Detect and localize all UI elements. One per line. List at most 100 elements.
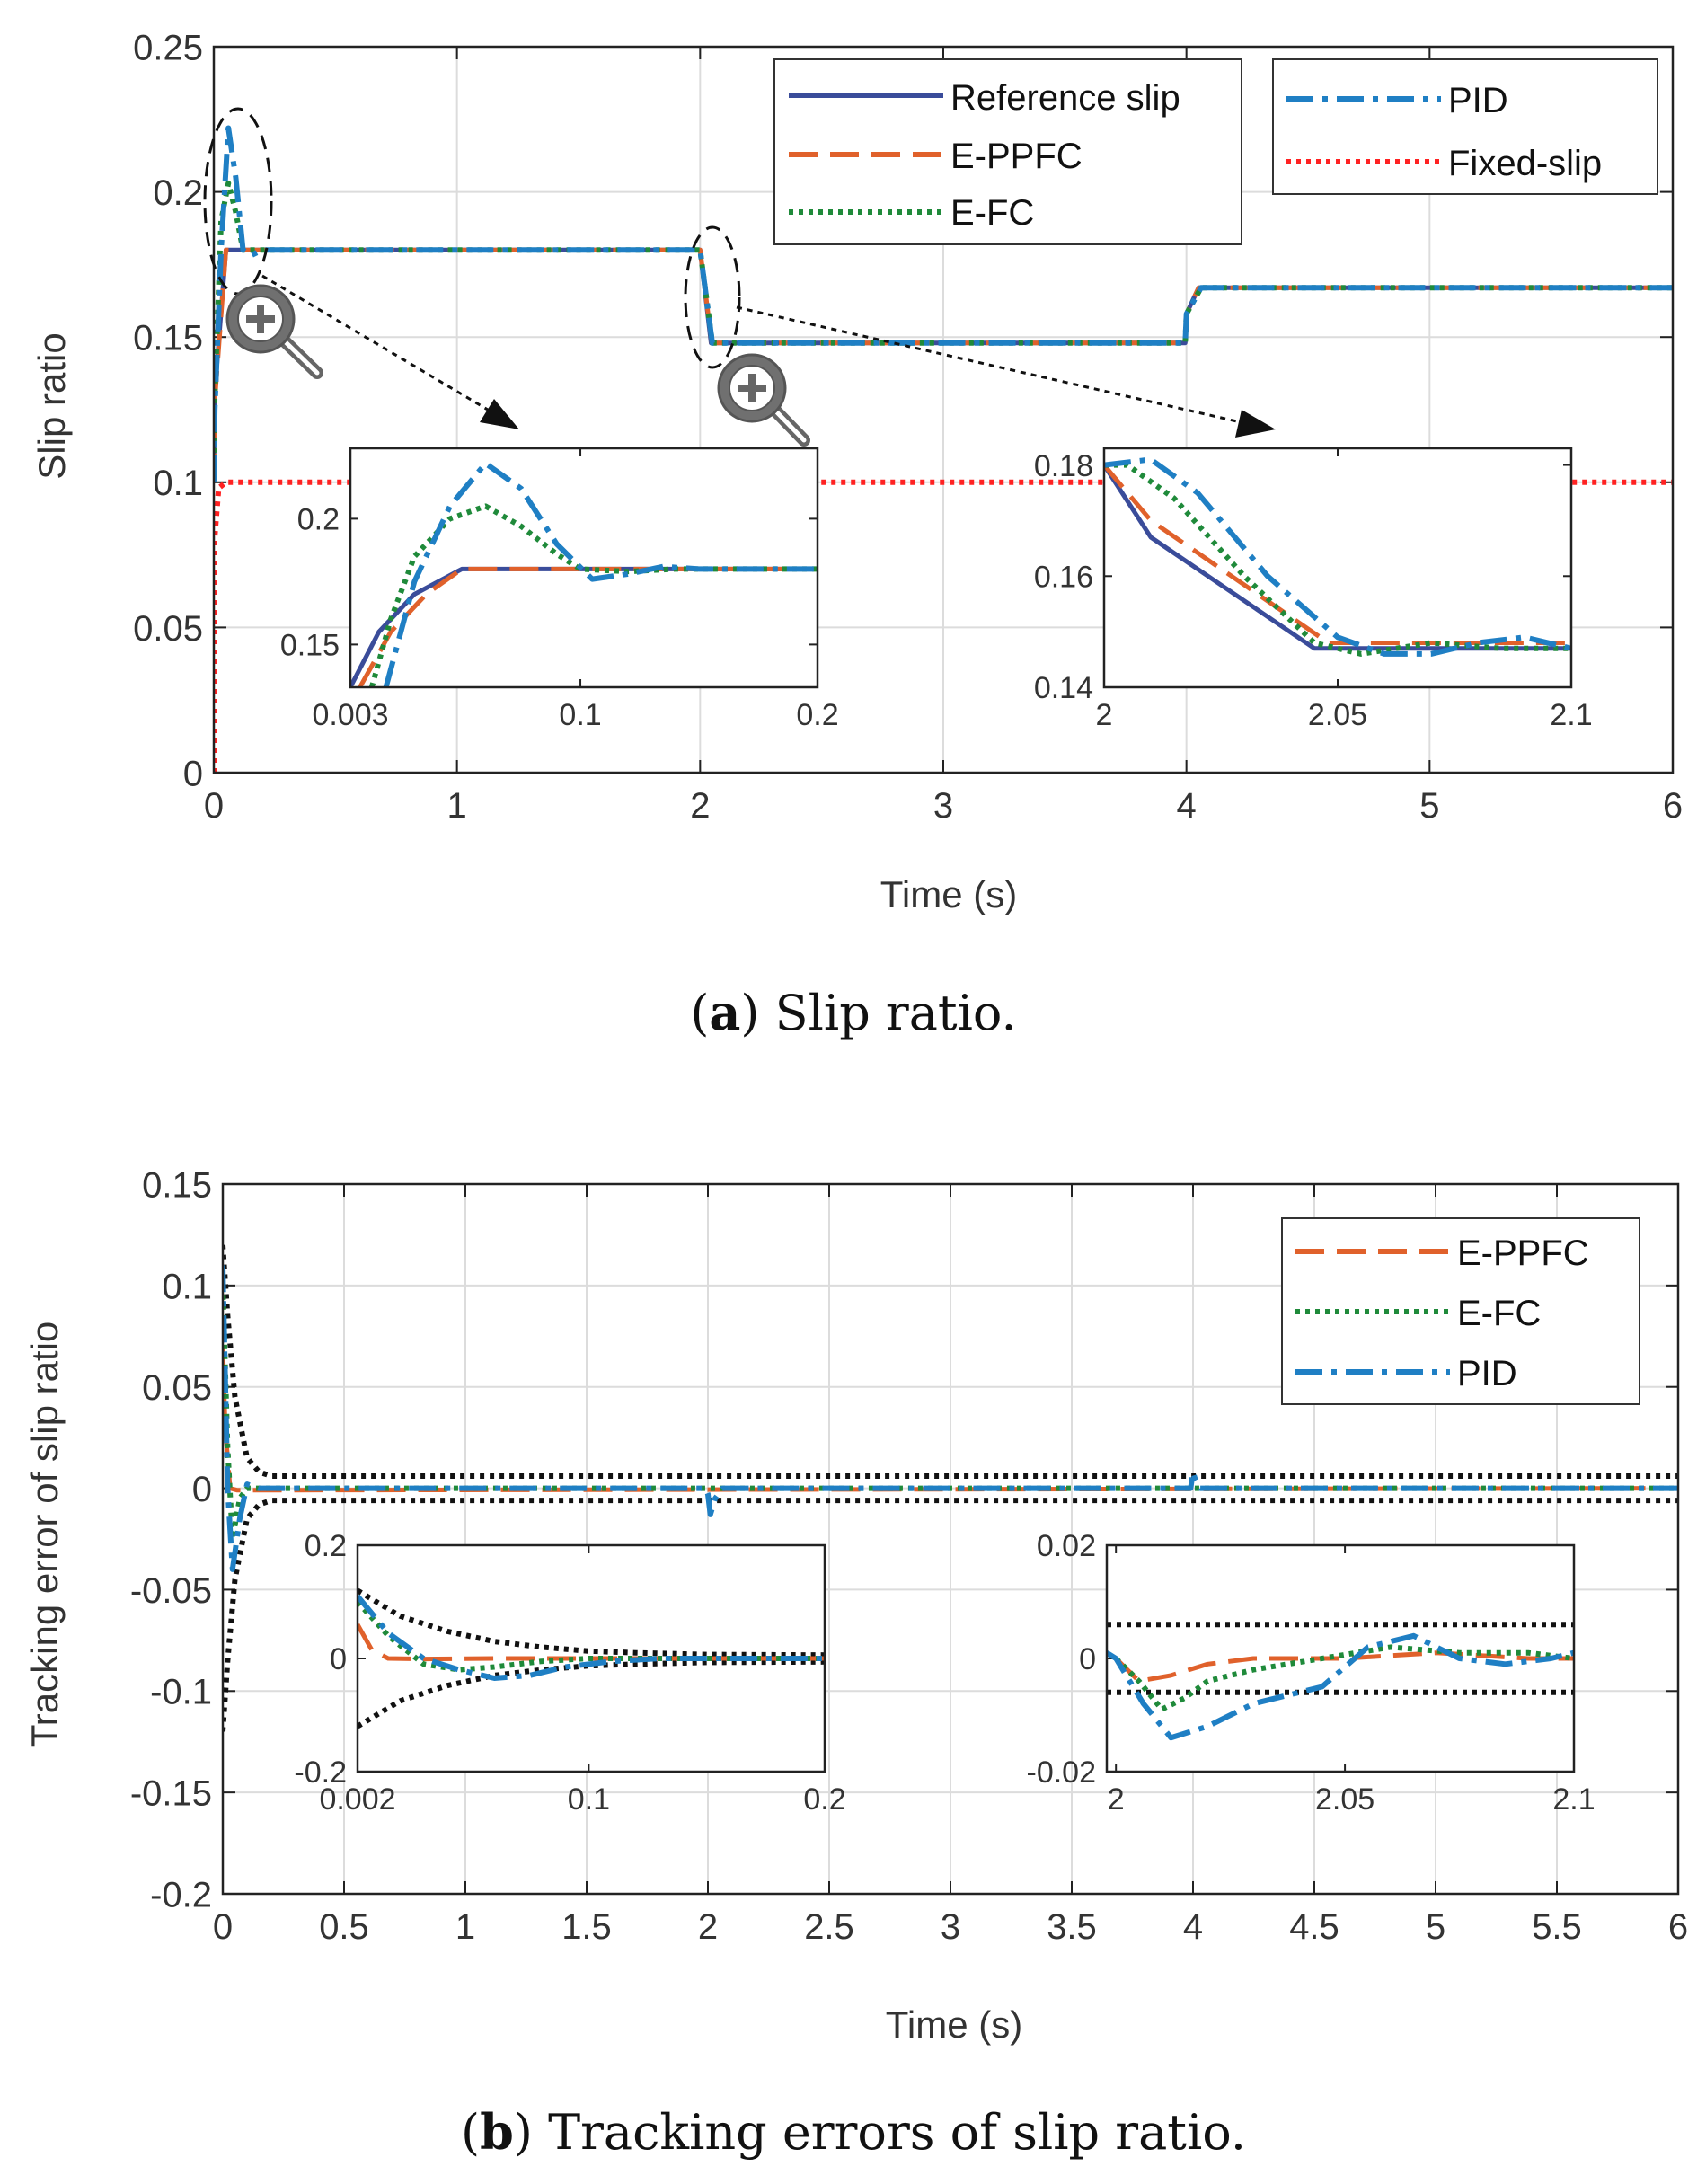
- error-legend: E-PPFC E-FC PID: [1281, 1217, 1640, 1405]
- x-tick-label: 0.003: [312, 698, 388, 732]
- y-tick-label: 0.25: [133, 28, 203, 67]
- series-line-e-ppfc: [1114, 1650, 1574, 1684]
- magnifier-icon: [225, 284, 323, 379]
- series-line-e-fc: [1114, 1644, 1574, 1712]
- x-tick-label: 2.1: [1550, 698, 1592, 732]
- series-line-e-ppfc: [358, 566, 818, 687]
- x-tick-label: 2: [690, 786, 710, 826]
- panel-a: 0 1 2 3 4 5 6 0 0.05 0.1 0.15 0.2 0.25 Slip ratio Ti…: [31, 28, 1683, 1041]
- x-tick-label: 2.05: [1308, 698, 1367, 732]
- x-tick-label: 0.1: [568, 1782, 610, 1817]
- x-tick-label: 3.5: [1047, 1907, 1097, 1947]
- y-tick-label: 0.2: [153, 173, 203, 213]
- x-tick-label: 1.5: [561, 1907, 612, 1947]
- error-inset-1: 0.002 0.1 0.2 -0.2 0 0.2: [294, 1529, 845, 1817]
- legend-label-eppfc: E-PPFC: [950, 137, 1083, 176]
- x-tick-label: 2: [698, 1907, 718, 1947]
- plot-frame: [1105, 1543, 1576, 1773]
- slip-legend-right: PID Fixed-slip: [1272, 58, 1658, 195]
- y-tick-label: 0.02: [1037, 1529, 1096, 1563]
- y-tick-label: 0.16: [1034, 561, 1093, 595]
- plot-area: [1104, 448, 1571, 687]
- y-tick-label: 0.2: [297, 503, 340, 537]
- x-tick-label: 0.2: [803, 1782, 845, 1817]
- y-tick-label: 0.15: [142, 1165, 212, 1205]
- x-tick-label: 2.05: [1315, 1782, 1375, 1817]
- slip-main-y-label: Slip ratio: [31, 332, 73, 479]
- x-tick-label: 3: [933, 786, 953, 826]
- error-inset-2: 2 2.05 2.1 -0.02 0 0.02: [1027, 1529, 1596, 1817]
- series-line-e-fc: [1104, 462, 1571, 657]
- x-tick-label: 0.5: [319, 1907, 369, 1947]
- y-tick-label: -0.1: [150, 1673, 212, 1712]
- x-tick-label: 4: [1183, 1907, 1203, 1947]
- series-line-reference-slip: [1104, 464, 1571, 651]
- y-tick-label: 0.15: [133, 319, 203, 358]
- x-tick-label: 4: [1177, 786, 1197, 826]
- y-tick-label: 0.05: [133, 609, 203, 649]
- x-tick-label: 3: [941, 1907, 960, 1947]
- series-line-pid: [358, 1594, 825, 1681]
- x-tick-label: 2.1: [1552, 1782, 1595, 1817]
- y-tick-label: 0.14: [1034, 671, 1093, 705]
- series-line-pid: [214, 125, 1673, 482]
- y-tick-label: 0.15: [280, 629, 340, 663]
- error-main-x-label: Time (s): [886, 2003, 1022, 2046]
- x-tick-label: 2: [1096, 698, 1113, 732]
- x-tick-label: 4.5: [1289, 1907, 1339, 1947]
- legend-label-eppfc: E-PPFC: [1457, 1233, 1589, 1273]
- x-tick-label: 2.5: [804, 1907, 854, 1947]
- arrow-head-1: [480, 399, 519, 429]
- series-line-e-ppfc: [1104, 463, 1571, 645]
- plot-frame: [349, 447, 819, 689]
- legend-label-efc: E-FC: [950, 193, 1034, 233]
- slip-inset-2: 2 2.05 2.1 0.14 0.16 0.18: [1034, 447, 1593, 732]
- legend-label-fixed: Fixed-slip: [1448, 144, 1602, 183]
- caption-a-text: Slip ratio.: [775, 985, 1017, 1041]
- series-line-pid: [1107, 1632, 1574, 1741]
- series-line-lower-bound: [358, 1658, 825, 1729]
- series-line-upper-bound: [358, 1587, 825, 1658]
- y-tick-label: 0.1: [153, 464, 203, 503]
- magnifier-icon: [717, 353, 810, 447]
- zoom-arrow-2: [736, 305, 1250, 426]
- series-line-pid: [383, 460, 818, 687]
- caption-b-label: b: [480, 2103, 514, 2161]
- x-tick-label: 0: [204, 786, 224, 826]
- caption-a-label: a: [709, 984, 740, 1041]
- series-line-upper-bound: [223, 1244, 1678, 1479]
- x-tick-label: 0.2: [796, 698, 838, 732]
- y-tick-label: -0.05: [130, 1571, 212, 1611]
- x-tick-label: 0: [213, 1907, 233, 1947]
- series-line-lower-bound: [223, 1498, 1678, 1732]
- x-tick-label: 6: [1663, 786, 1683, 826]
- zoom-ellipse-2: [684, 225, 741, 369]
- y-tick-label: 0.1: [162, 1267, 212, 1306]
- y-tick-label: -0.15: [130, 1774, 212, 1814]
- plot-frame: [356, 1543, 826, 1773]
- plot-frame: [212, 45, 1675, 774]
- y-tick-label: 0: [183, 754, 203, 793]
- y-tick-label: 0: [192, 1470, 212, 1509]
- slip-inset-1: 0.003 0.1 0.2 0.15 0.2: [280, 447, 839, 732]
- caption-b: (b) Tracking errors of slip ratio.: [461, 2103, 1246, 2161]
- legend-label-efc: E-FC: [1457, 1294, 1541, 1333]
- zoom-annotations: [203, 107, 1276, 447]
- panel-b: 0 0.5 1 1.5 2 2.5 3 3.5 4 4.5 5 5.5 6 -0.2 -0.15 -0.1 -0…: [23, 1165, 1688, 2161]
- y-tick-label: 0.2: [305, 1529, 347, 1563]
- series-line-pid: [223, 1265, 1678, 1572]
- y-tick-label: 0: [1079, 1642, 1096, 1676]
- plot-frame: [1102, 447, 1573, 689]
- x-tick-label: 5: [1426, 1907, 1445, 1947]
- x-tick-label: 0.002: [319, 1782, 395, 1817]
- y-tick-label: -0.2: [294, 1755, 347, 1790]
- plot-frame: [221, 1182, 1680, 1896]
- legend-label-pid: PID: [1448, 81, 1508, 120]
- x-tick-label: 0.1: [559, 698, 601, 732]
- x-tick-label: 5.5: [1532, 1907, 1582, 1947]
- x-tick-label: 1: [447, 786, 467, 826]
- x-tick-label: 2: [1108, 1782, 1125, 1817]
- x-tick-label: 6: [1668, 1907, 1688, 1947]
- y-tick-label: 0.05: [142, 1368, 212, 1408]
